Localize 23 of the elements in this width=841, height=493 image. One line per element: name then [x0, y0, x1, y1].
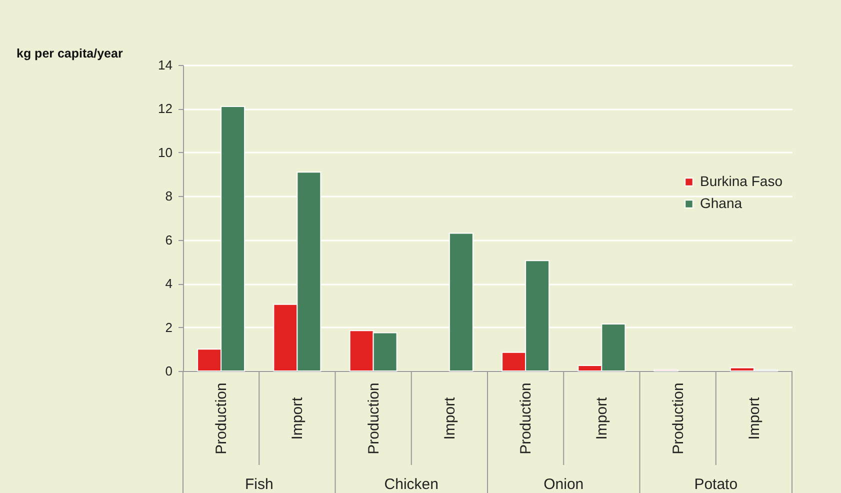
y-tick-label: 8: [165, 188, 172, 204]
x-tick-label: Production: [518, 382, 535, 454]
y-tick-label: 14: [158, 58, 172, 72]
text: Potato: [694, 476, 738, 493]
text: Onion: [544, 476, 584, 493]
y-tick-label: 10: [158, 144, 172, 160]
y-axis-title: kg per capita/year: [16, 46, 123, 60]
y-tick-label: 0: [165, 364, 172, 378]
legend-label: Burkina Faso: [700, 173, 783, 189]
legend-label: Ghana: [700, 195, 742, 211]
x-tick-label: Import: [594, 396, 611, 440]
x-tick-label: Import: [746, 396, 763, 440]
x-tick-label: Production: [365, 382, 382, 454]
x-tick-label: Production: [670, 382, 687, 454]
x-tick-label: Production: [213, 382, 230, 454]
y-tick-label: 12: [158, 101, 172, 116]
text: Chicken: [384, 476, 438, 493]
y-tick-label: 2: [165, 320, 172, 335]
y-tick-label: 6: [165, 232, 172, 248]
x-tick-label: Import: [289, 396, 306, 440]
text: Fish: [244, 476, 274, 493]
x-tick-label: Import: [441, 396, 458, 440]
y-tick-label: 4: [165, 276, 172, 292]
